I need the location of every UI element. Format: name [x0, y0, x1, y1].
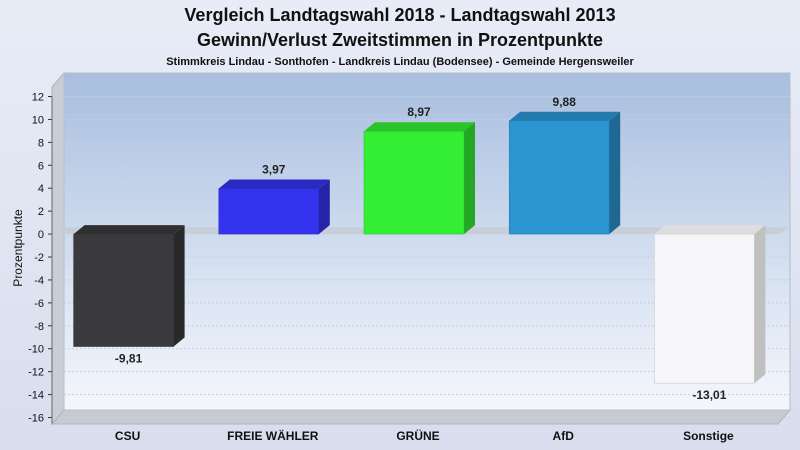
bar-front	[73, 233, 174, 347]
category-label: Sonstige	[683, 429, 734, 443]
category-label: AfD	[553, 429, 575, 443]
category-label: CSU	[115, 429, 140, 443]
category-label: FREIE WÄHLER	[227, 428, 319, 443]
data-label: 3,97	[262, 163, 286, 177]
bars	[73, 111, 766, 384]
y-tick-label: -16	[28, 413, 44, 425]
bar-top	[218, 179, 330, 189]
chart-title: Vergleich Landtagswahl 2018 - Landtagswa…	[184, 5, 615, 25]
chart-subsubtitle: Stimmkreis Lindau - Sonthofen - Landkrei…	[166, 56, 634, 68]
y-axis-label: Prozentpunkte	[11, 209, 25, 287]
bar-top	[509, 111, 621, 121]
bar-gr-ne	[363, 122, 475, 235]
category-label: GRÜNE	[396, 428, 439, 443]
data-label: 9,88	[553, 95, 577, 109]
bar-front	[508, 120, 610, 235]
y-tick-label: -10	[28, 344, 44, 356]
y-tick-label: -12	[28, 367, 44, 379]
bar-side	[609, 111, 621, 235]
y-tick-label: 0	[38, 229, 44, 241]
data-labels: -9,81 3,97 8,97 9,88 -13,01	[115, 95, 727, 402]
bar-sonstige	[654, 225, 766, 384]
bar-side	[173, 225, 185, 347]
y-tick-label: -2	[34, 252, 44, 264]
bar-top	[364, 122, 475, 132]
y-axis: 12 10 8 6 4 2 0 -2 -4 -6 -8 -10 -12 -14 -16	[28, 92, 53, 425]
y-tick-label: -14	[28, 390, 44, 402]
data-label: -13,01	[692, 388, 726, 402]
y-tick-label: 12	[32, 92, 44, 104]
y-tick-label: -8	[34, 321, 44, 333]
category-labels: CSU FREIE WÄHLER GRÜNE AfD Sonstige	[115, 428, 734, 443]
y-tick-label: 2	[38, 206, 44, 218]
bar-freie-w-hler	[218, 179, 330, 235]
y-tick-label: 10	[32, 114, 44, 126]
bar-afd	[508, 111, 621, 235]
plot-side-wall	[51, 71, 65, 426]
bar-side	[318, 179, 330, 235]
y-tick-label: 4	[38, 183, 44, 195]
bar-top	[654, 225, 766, 235]
y-tick-label: -6	[34, 298, 44, 310]
bar-side	[464, 122, 475, 235]
bar-front	[654, 233, 755, 384]
bar-front	[363, 130, 465, 235]
data-label: 8,97	[407, 105, 431, 119]
y-tick-label: 8	[38, 137, 44, 149]
bar-csu	[73, 225, 185, 347]
chart-subtitle: Gewinn/Verlust Zweitstimmen in Prozentpu…	[197, 30, 603, 50]
bar-side	[754, 225, 766, 384]
data-label: -9,81	[115, 352, 143, 366]
y-tick-label: 6	[38, 160, 44, 172]
bar-front	[218, 188, 320, 235]
y-tick-label: -4	[34, 275, 44, 287]
bar-top	[73, 225, 185, 235]
